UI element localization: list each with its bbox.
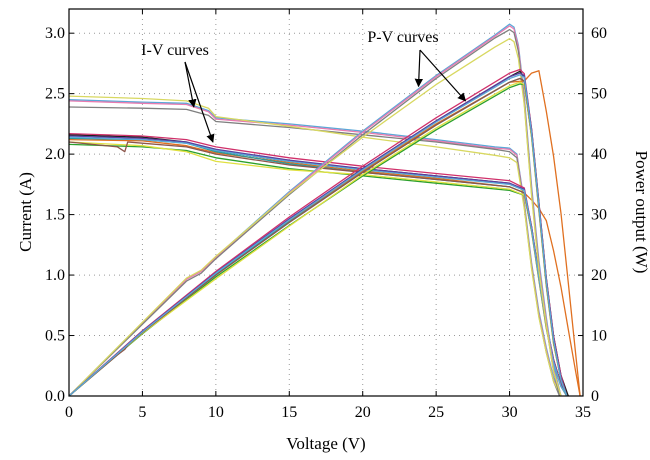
pv-curve: [68, 25, 562, 397]
grid-lines: [69, 9, 583, 396]
y-right-tick-label: 30: [591, 207, 607, 224]
y-axis-right-label: Power output (W): [632, 151, 650, 274]
iv-curve: [68, 132, 568, 397]
annotation-label: I-V curves: [141, 42, 209, 59]
iv-curve: [68, 141, 568, 397]
iv-curve: [68, 137, 568, 397]
y-left-tick-label: 2.5: [45, 86, 65, 103]
y-right-tick-label: 50: [591, 86, 607, 103]
pv-curve: [68, 70, 581, 397]
pv-curve: [68, 68, 568, 397]
annotation-arrow: [419, 49, 467, 102]
x-tick-label: 30: [502, 404, 518, 421]
pv-curve: [68, 81, 568, 397]
iv-curve: [68, 106, 561, 397]
pv-curve: [68, 74, 568, 397]
iv-curve: [68, 136, 568, 397]
y-right-tick-label: 20: [591, 267, 607, 284]
y-left-tick-label: 0.5: [45, 328, 65, 345]
y-left-tick-label: 1.0: [45, 267, 65, 284]
annotation-label: P-V curves: [367, 29, 438, 46]
iv-curve: [68, 95, 562, 397]
iv-curve: [68, 141, 568, 397]
axis-ticks: 0 5 10 15 20 25 30 35 0.0 0.5 1.0 1.5 2.0 2.5 3.0 0 10 20…: [45, 9, 607, 421]
y-axis-left-label: Current (A): [16, 172, 35, 252]
y-left-tick-label: 3.0: [45, 25, 65, 42]
x-axis-label: Voltage (V): [286, 434, 365, 453]
x-tick-label: 20: [355, 404, 371, 421]
annotation-arrow: [414, 49, 424, 88]
y-right-tick-label: 40: [591, 146, 607, 163]
iv-curve: [68, 138, 581, 397]
y-right-tick-label: 10: [591, 328, 607, 345]
x-tick-label: 5: [138, 404, 146, 421]
x-tick-label: 10: [208, 404, 224, 421]
y-right-tick-label: 0: [591, 388, 599, 405]
pv-curve: [68, 70, 569, 397]
y-left-tick-label: 0.0: [45, 388, 65, 405]
annotation-arrow: [184, 61, 215, 143]
x-tick-label: 0: [65, 404, 73, 421]
pv-curve: [68, 72, 568, 397]
plot-frame: [68, 8, 584, 397]
x-tick-label: 25: [428, 404, 444, 421]
data-curves: [68, 23, 581, 397]
pv-curve: [68, 37, 562, 397]
y-left-tick-label: 2.0: [45, 146, 65, 163]
iv-curve: [68, 135, 568, 397]
iv-curve: [68, 134, 569, 397]
y-left-tick-label: 1.5: [45, 207, 65, 224]
x-tick-label: 35: [575, 404, 591, 421]
annotation-arrow: [184, 61, 197, 108]
annotations: I-V curves P-V curves: [141, 29, 467, 143]
y-right-tick-label: 60: [591, 25, 607, 42]
x-tick-label: 15: [281, 404, 297, 421]
